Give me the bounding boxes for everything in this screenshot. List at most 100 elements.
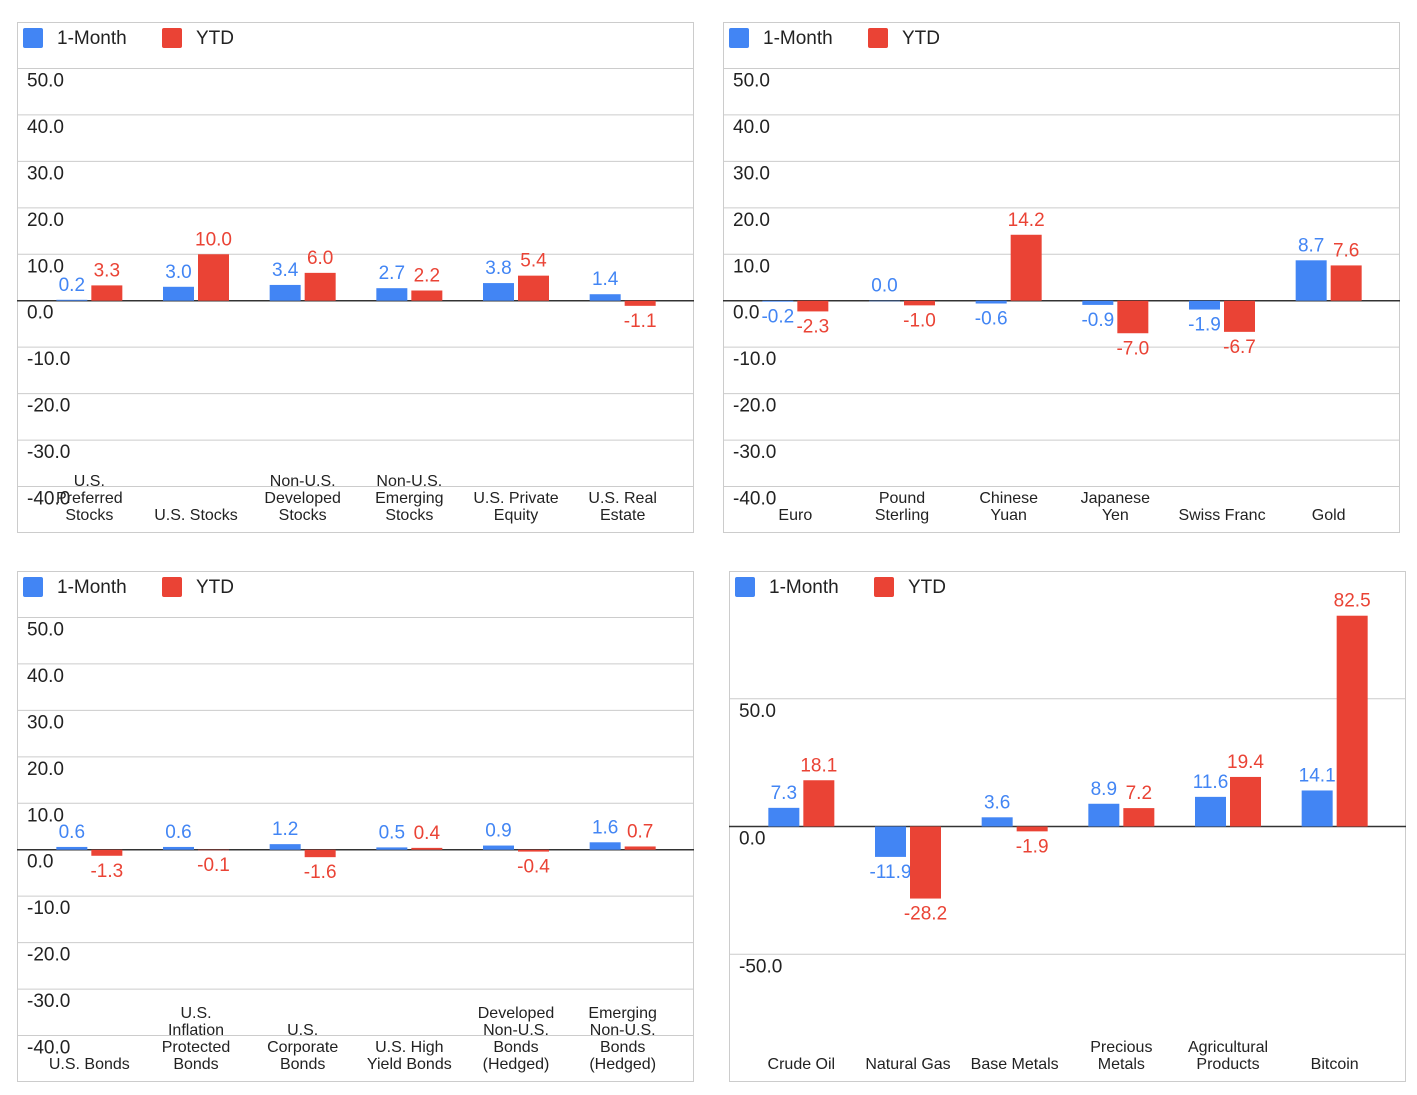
- y-tick-label: 30.0: [27, 163, 64, 184]
- chart-panel: -40.0 -30.0 -20.0 -10.0 0.0 10.0 20.0 30.0 40.0 5…: [723, 22, 1400, 533]
- y-tick-label: 20.0: [27, 210, 64, 231]
- x-tick-label: Pound: [879, 490, 925, 507]
- value-label: -2.3: [796, 316, 829, 337]
- y-tick-label: -10.0: [27, 898, 70, 919]
- bar: [304, 272, 336, 301]
- y-tick-label: -30.0: [27, 442, 70, 463]
- x-tick-label: Non-U.S.: [483, 1022, 549, 1039]
- x-tick-label: Protected: [162, 1039, 230, 1056]
- value-label: 0.0: [871, 276, 897, 297]
- value-label: -11.9: [870, 862, 912, 883]
- bar: [376, 847, 408, 850]
- bar: [269, 284, 301, 301]
- value-label: 3.0: [165, 262, 191, 283]
- value-label: 14.1: [1299, 765, 1336, 786]
- value-label: -1.0: [903, 310, 936, 331]
- y-tick-label: 10.0: [27, 805, 64, 826]
- x-tick-label: Stocks: [279, 507, 327, 524]
- value-label: 82.5: [1334, 591, 1371, 612]
- value-label: -28.2: [904, 904, 947, 925]
- value-label: 3.3: [94, 260, 120, 281]
- legend-label: 1-Month: [769, 577, 839, 598]
- value-label: -0.6: [975, 309, 1008, 330]
- y-tick-label: 0.0: [733, 303, 759, 324]
- x-tick-label: Non-U.S.: [376, 473, 442, 490]
- panel-frame: [17, 22, 694, 533]
- y-tick-label: -10.0: [733, 349, 776, 370]
- value-label: 1.4: [592, 269, 619, 290]
- x-tick-label: Emerging: [588, 1005, 656, 1022]
- y-tick-label: -30.0: [27, 991, 70, 1012]
- value-label: 18.1: [800, 755, 837, 776]
- x-tick-label: Metals: [1098, 1056, 1145, 1073]
- y-tick-label: 30.0: [27, 712, 64, 733]
- value-label: 5.4: [520, 251, 547, 272]
- x-tick-label: Non-U.S.: [270, 473, 336, 490]
- y-tick-label: 10.0: [27, 256, 64, 277]
- value-label: 0.2: [59, 275, 85, 296]
- y-tick-label: -40.0: [27, 1038, 70, 1059]
- x-tick-label: Emerging: [375, 490, 443, 507]
- value-label: -6.7: [1223, 337, 1256, 358]
- x-tick-label: Sterling: [875, 507, 929, 524]
- y-tick-label: 50.0: [739, 701, 776, 722]
- bar: [198, 849, 229, 851]
- x-tick-label: U.S. Private: [473, 490, 558, 507]
- bar: [411, 847, 443, 850]
- y-tick-label: 40.0: [27, 117, 64, 138]
- x-tick-label: Corporate: [267, 1039, 338, 1056]
- value-label: 6.0: [307, 248, 333, 269]
- value-label: -1.3: [90, 861, 123, 882]
- x-tick-label: Bitcoin: [1311, 1056, 1359, 1073]
- bar: [762, 300, 794, 302]
- value-label: 7.2: [1126, 783, 1152, 804]
- x-tick-label: U.S.: [180, 1005, 211, 1022]
- panel-frame: [17, 571, 694, 1082]
- legend-label: 1-Month: [57, 28, 127, 49]
- bar: [91, 849, 123, 856]
- x-tick-label: Base Metals: [971, 1056, 1059, 1073]
- x-tick-label: Precious: [1090, 1039, 1152, 1056]
- bar: [1230, 776, 1261, 827]
- bar: [1082, 300, 1114, 305]
- value-label: 11.6: [1193, 772, 1229, 793]
- y-tick-label: 40.0: [733, 117, 770, 138]
- legend-label: YTD: [196, 28, 234, 49]
- x-tick-label: Bonds: [493, 1039, 538, 1056]
- legend-label: 1-Month: [57, 577, 127, 598]
- legend-swatch: [162, 577, 182, 597]
- value-label: 7.3: [771, 783, 797, 804]
- value-label: -0.4: [517, 857, 550, 878]
- bar: [624, 300, 656, 306]
- x-tick-label: Yuan: [990, 507, 1026, 524]
- bar: [875, 826, 906, 857]
- y-tick-label: -20.0: [733, 396, 776, 417]
- x-tick-label: Gold: [1312, 507, 1346, 524]
- bar: [411, 290, 443, 301]
- value-label: 0.6: [59, 822, 85, 843]
- legend-label: YTD: [902, 28, 940, 49]
- legend-swatch: [162, 28, 182, 48]
- bar: [768, 807, 800, 827]
- x-tick-label: U.S.: [287, 1022, 318, 1039]
- value-label: 0.4: [414, 823, 441, 844]
- bar: [56, 846, 88, 850]
- bar: [1117, 300, 1149, 334]
- y-tick-label: 0.0: [27, 852, 53, 873]
- x-tick-label: Bonds: [173, 1056, 218, 1073]
- legend-swatch: [868, 28, 888, 48]
- y-tick-label: -20.0: [27, 945, 70, 966]
- y-tick-label: -20.0: [27, 396, 70, 417]
- x-tick-label: Yen: [1102, 507, 1129, 524]
- x-tick-label: Equity: [494, 507, 538, 524]
- x-tick-label: Stocks: [65, 507, 113, 524]
- x-tick-label: Japanese: [1081, 490, 1150, 507]
- x-tick-label: U.S. Stocks: [154, 507, 238, 524]
- chart-panel: -50.0 0.0 50.0 1-Month YTD Crude Oil Natural G…: [729, 571, 1406, 1082]
- y-tick-label: -40.0: [733, 489, 776, 510]
- x-tick-label: Crude Oil: [768, 1056, 836, 1073]
- bar: [869, 300, 900, 302]
- x-tick-label: Stocks: [385, 507, 433, 524]
- value-label: 3.6: [984, 792, 1010, 813]
- value-label: -0.9: [1081, 310, 1114, 331]
